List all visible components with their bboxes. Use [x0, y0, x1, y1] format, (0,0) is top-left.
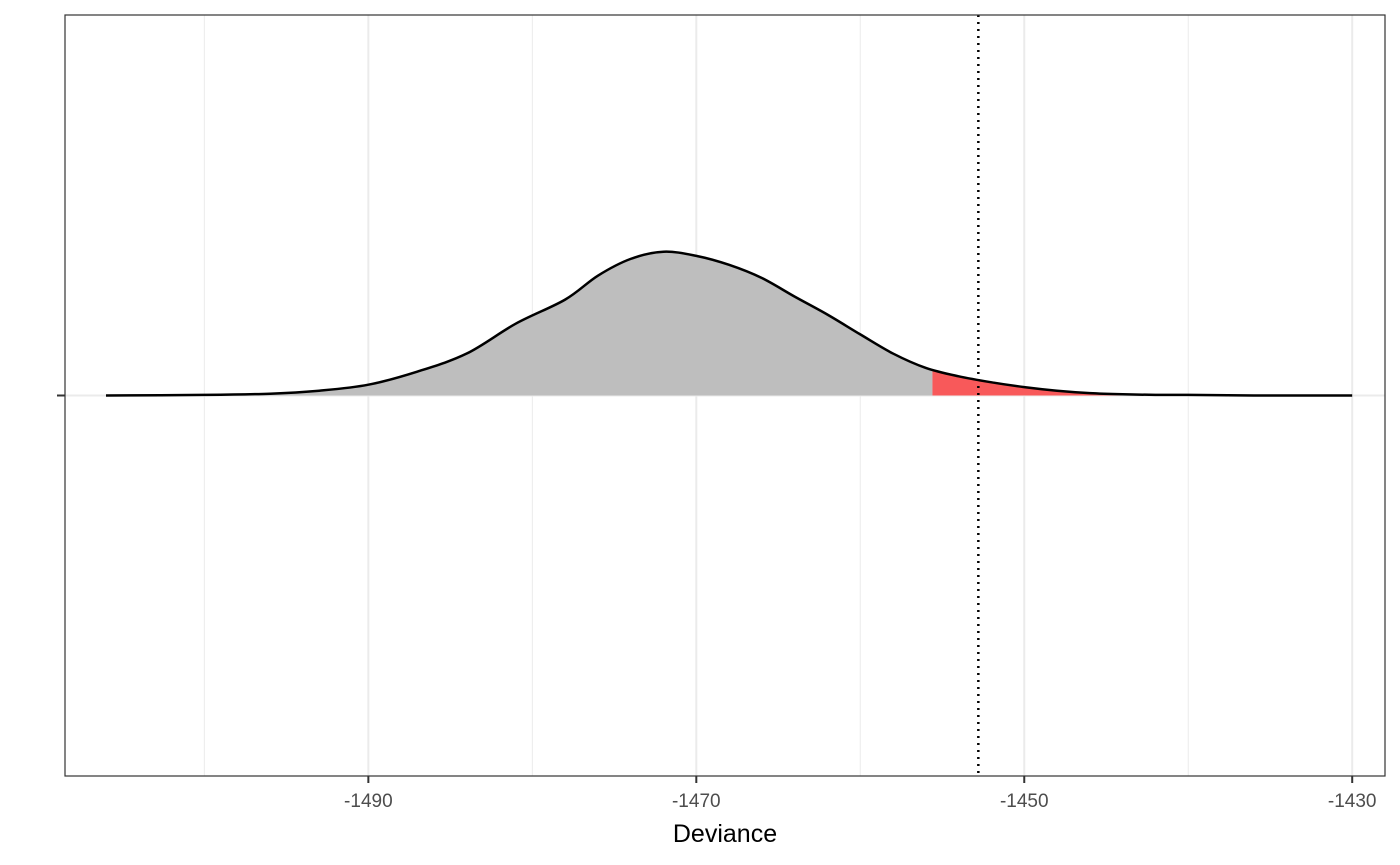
x-tick-label: -1470 — [672, 791, 721, 812]
x-tick-label: -1430 — [1328, 791, 1377, 812]
x-axis: -1490 -1470 -1450 -1430 — [57, 394, 1377, 812]
x-tick-label: -1490 — [344, 791, 393, 812]
density-area — [105, 251, 933, 396]
x-tick-label: -1450 — [1000, 791, 1049, 812]
x-axis-title: Deviance — [673, 820, 777, 848]
density-curve — [105, 250, 1353, 397]
plot-area — [105, 15, 1353, 776]
